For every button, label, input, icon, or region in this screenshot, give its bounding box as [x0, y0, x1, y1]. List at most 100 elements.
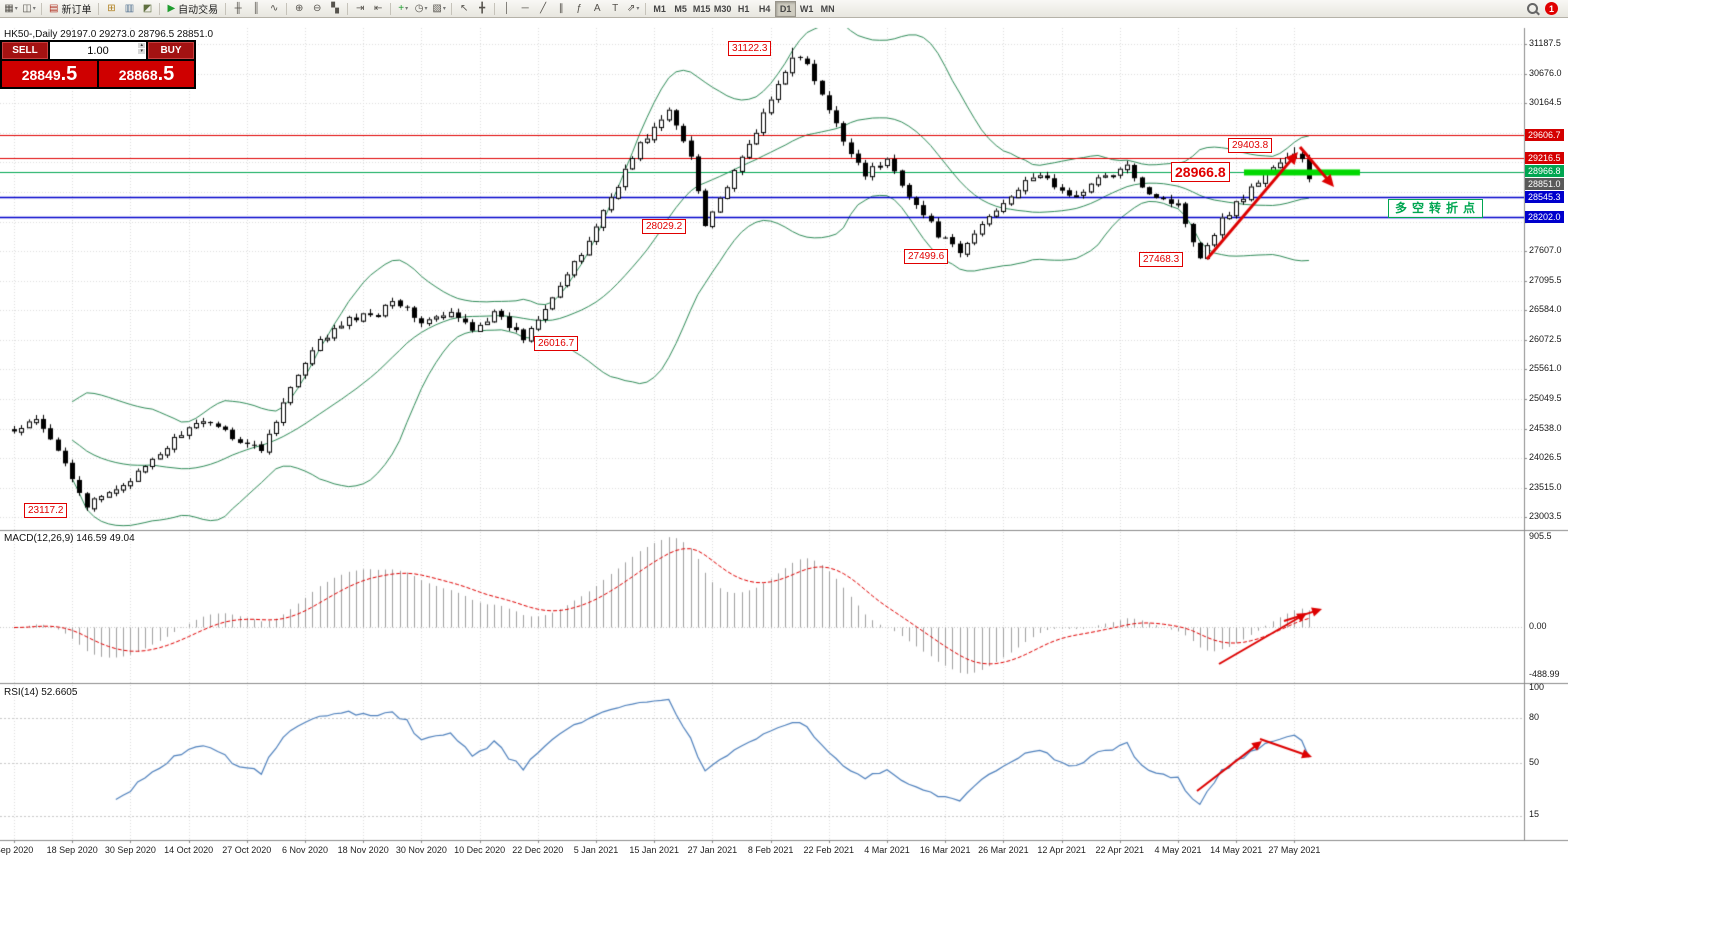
- toolbar-separator: [225, 2, 227, 15]
- dropdown-caret-icon[interactable]: ▾: [14, 6, 18, 12]
- indicators-icon[interactable]: + ▾: [394, 1, 412, 16]
- new-order-icon: ▤: [49, 2, 59, 14]
- timeframe-m1[interactable]: M1: [653, 3, 666, 14]
- timeframe-m30[interactable]: M30: [713, 3, 732, 14]
- chart-candles-icon: ║: [252, 2, 260, 14]
- rsi-tick-label: 15: [1529, 809, 1540, 819]
- auto-scroll-icon: ⇥: [355, 2, 365, 14]
- search-icon[interactable]: [1527, 3, 1538, 14]
- templates-icon[interactable]: ▧ ▾: [430, 1, 448, 16]
- buy-price-int: 28868: [118, 67, 158, 83]
- price-callout[interactable]: 31122.3: [728, 41, 772, 56]
- buy-price[interactable]: 28868.5: [99, 61, 194, 87]
- time-label: 27 May 2021: [1268, 845, 1321, 855]
- price-level-box: 28851.0: [1525, 178, 1564, 190]
- cursor-icon[interactable]: ↖: [455, 1, 473, 16]
- rsi-tick-label: 100: [1529, 682, 1545, 692]
- dropdown-caret-icon[interactable]: ▾: [405, 6, 409, 12]
- volume-input[interactable]: 1.00 ▴ ▾: [50, 42, 146, 59]
- auto-trading-button[interactable]: ▶ 自动交易: [163, 1, 222, 16]
- market-watch-icon[interactable]: ⊞: [102, 1, 120, 16]
- zoom-in-icon[interactable]: ⊕: [290, 1, 308, 16]
- dropdown-caret-icon[interactable]: ▾: [32, 6, 36, 12]
- price-callout[interactable]: 26016.7: [534, 336, 579, 351]
- periods-icon[interactable]: ◷ ▾: [412, 1, 430, 16]
- time-label: 6 Nov 2020: [281, 845, 329, 855]
- volume-value: 1.00: [87, 44, 109, 57]
- turning-point-label[interactable]: 多空转折点: [1388, 199, 1484, 218]
- strategy-tester-icon[interactable]: ◩: [138, 1, 156, 16]
- crosshair-icon: ╋: [479, 2, 486, 14]
- sell-button[interactable]: SELL: [2, 42, 48, 59]
- timeframe-m5[interactable]: M5: [674, 3, 687, 14]
- buy-button[interactable]: BUY: [148, 42, 194, 59]
- chart-shift-icon: ⇤: [373, 2, 383, 14]
- text-icon[interactable]: A: [588, 1, 606, 16]
- time-label: 16 Mar 2021: [919, 845, 971, 855]
- time-label: 30 Nov 2020: [395, 845, 447, 855]
- templates-icon: ▧: [432, 2, 442, 14]
- chart-candles-icon[interactable]: ║: [247, 1, 265, 16]
- zoom-out-icon[interactable]: ⊖: [308, 1, 326, 16]
- time-label: 8 Feb 2021: [747, 845, 794, 855]
- price-callout[interactable]: 29403.8: [1228, 138, 1273, 153]
- horizontal-line-icon: ─: [521, 2, 529, 14]
- time-axis[interactable]: Sep 2020 18 Sep 2020 30 Sep 2020 14 Oct 202…: [0, 844, 1568, 858]
- chart-shift-icon[interactable]: ⇤: [369, 1, 387, 16]
- price-callout[interactable]: 23117.2: [24, 503, 68, 518]
- new-order-button[interactable]: ▤ 新订单: [45, 1, 95, 16]
- tile-windows-icon[interactable]: ▚: [326, 1, 344, 16]
- equidistant-channel-icon[interactable]: ∥: [552, 1, 570, 16]
- macd-tick-label: -488.99: [1529, 669, 1560, 679]
- timeframe-h4[interactable]: H4: [758, 3, 771, 14]
- market-watch-icon: ⊞: [107, 2, 116, 14]
- horizontal-line-icon[interactable]: ─: [516, 1, 534, 16]
- crosshair-icon[interactable]: ╋: [473, 1, 491, 16]
- dropdown-caret-icon[interactable]: ▾: [424, 6, 428, 12]
- price-callout[interactable]: 28029.2: [642, 219, 687, 234]
- price-callout[interactable]: 27499.6: [904, 249, 949, 264]
- stepper-down-icon[interactable]: ▾: [138, 48, 145, 54]
- auto-scroll-icon[interactable]: ⇥: [351, 1, 369, 16]
- notification-badge[interactable]: 1: [1545, 2, 1558, 15]
- fibonacci-icon[interactable]: ƒ: [570, 1, 588, 16]
- time-label: 18 Nov 2020: [337, 845, 389, 855]
- dropdown-caret-icon[interactable]: ▾: [636, 6, 640, 12]
- price-tick-label: 24026.5: [1529, 452, 1562, 462]
- one-click-trading-panel: SELL 1.00 ▴ ▾ BUY 28849.5 28868.5: [0, 40, 196, 89]
- timeframe-h1[interactable]: H1: [737, 3, 750, 14]
- new-chart-icon[interactable]: ▦ ▾: [2, 1, 20, 16]
- price-callout[interactable]: 27468.3: [1139, 252, 1184, 267]
- chart-bars-icon[interactable]: ╫: [229, 1, 247, 16]
- arrows-icon: ⇗: [626, 2, 636, 14]
- timeframe-m15[interactable]: M15: [692, 3, 711, 14]
- chart-line-icon[interactable]: ∿: [265, 1, 283, 16]
- price-tick-label: 23003.5: [1529, 511, 1562, 521]
- price-level-box: 29606.7: [1525, 129, 1564, 141]
- data-window-icon: ▥: [124, 2, 135, 14]
- timeframe-d1[interactable]: D1: [775, 0, 797, 17]
- text-label-icon[interactable]: T: [606, 1, 624, 16]
- time-label: Sep 2020: [0, 845, 34, 855]
- price-scale[interactable]: 31187.5 30676.0 30164.5 27607.0 27095.5 26584…: [1525, 0, 1568, 863]
- rsi-label: RSI(14) 52.6605: [4, 687, 78, 698]
- timeframe-w1[interactable]: W1: [799, 3, 814, 14]
- equidistant-channel-icon: ∥: [558, 2, 564, 14]
- dropdown-caret-icon[interactable]: ▾: [442, 6, 446, 12]
- data-window-icon[interactable]: ▥: [120, 1, 138, 16]
- vertical-line-icon[interactable]: │: [498, 1, 516, 16]
- chart-canvas[interactable]: [0, 0, 1568, 863]
- time-label: 26 Mar 2021: [978, 845, 1029, 855]
- arrows-icon[interactable]: ⇗ ▾: [624, 1, 642, 16]
- trendline-icon[interactable]: ╱: [534, 1, 552, 16]
- indicators-icon: +: [398, 2, 405, 14]
- sell-price[interactable]: 28849.5: [2, 61, 97, 87]
- time-label: 30 Sep 2020: [104, 845, 156, 855]
- price-callout[interactable]: 28966.8: [1171, 162, 1230, 182]
- trendline-icon: ╱: [540, 2, 547, 14]
- timeframe-mn[interactable]: MN: [820, 3, 835, 14]
- stepper-up-icon[interactable]: ▴: [138, 42, 145, 48]
- profiles-icon: ◫: [22, 2, 32, 14]
- price-tick-label: 25561.0: [1529, 363, 1562, 373]
- profiles-icon[interactable]: ◫ ▾: [20, 1, 38, 16]
